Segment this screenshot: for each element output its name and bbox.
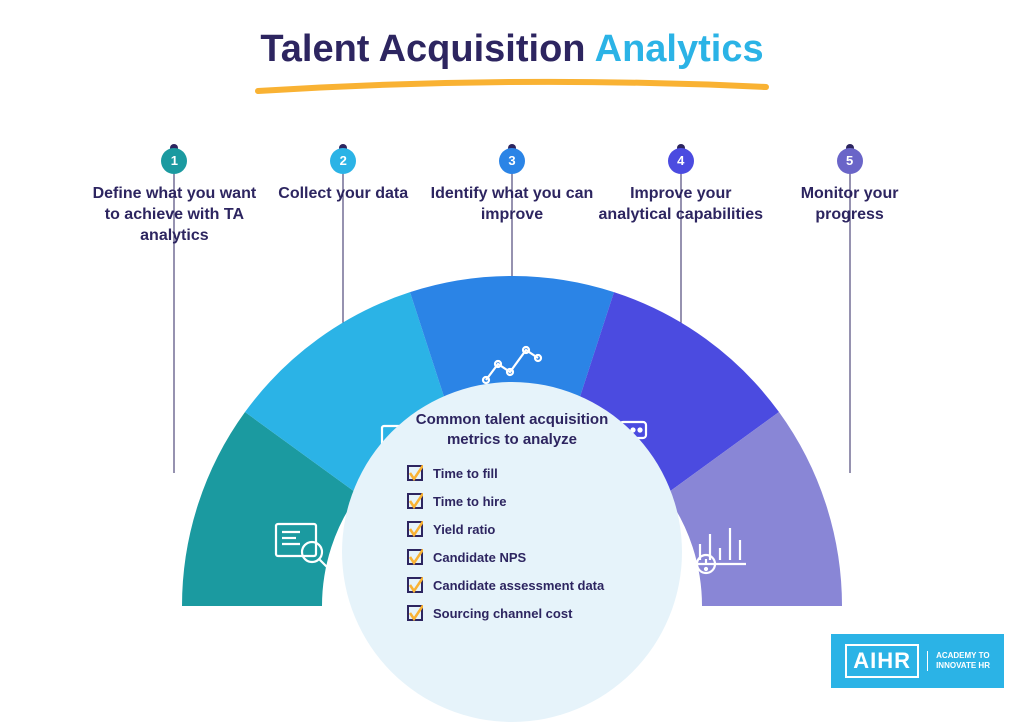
metric-item-3: Yield ratio (407, 521, 617, 537)
metric-item-5: Candidate assessment data (407, 577, 617, 593)
check-icon (407, 493, 423, 509)
logo-sub-line1: ACADEMY TO (936, 651, 990, 660)
step-5: 5 Monitor your progress (767, 148, 932, 246)
logo-sub: ACADEMY TO INNOVATE HR (927, 651, 990, 670)
metric-label: Candidate NPS (433, 550, 526, 565)
metrics-circle: Common talent acquisition metrics to ana… (342, 382, 682, 722)
step-4-badge: 4 (668, 148, 694, 174)
logo-sub-line2: INNOVATE HR (936, 661, 990, 670)
metric-label: Time to hire (433, 494, 506, 509)
step-3: 3 Identify what you can improve (429, 148, 594, 246)
metric-item-6: Sourcing channel cost (407, 605, 617, 621)
step-5-connector (849, 148, 850, 473)
check-icon (407, 605, 423, 621)
logo-main: AIHR (845, 644, 919, 678)
check-icon (407, 465, 423, 481)
step-4: 4 Improve your analytical capabilities (598, 148, 763, 246)
metric-item-2: Time to hire (407, 493, 617, 509)
metric-item-4: Candidate NPS (407, 549, 617, 565)
metric-label: Sourcing channel cost (433, 606, 572, 621)
metrics-list: Time to fill Time to hire Yield ratio Ca… (407, 465, 617, 621)
page-title: Talent Acquisition Analytics (0, 28, 1024, 71)
metric-label: Candidate assessment data (433, 578, 604, 593)
step-1: 1 Define what you want to achieve with T… (92, 148, 257, 246)
step-2: 2 Collect your data (261, 148, 426, 246)
step-3-badge: 3 (499, 148, 525, 174)
metric-label: Time to fill (433, 466, 498, 481)
step-1-connector (174, 148, 175, 473)
check-icon (407, 577, 423, 593)
title-main: Talent Acquisition (260, 28, 594, 70)
title-accent: Analytics (595, 28, 764, 70)
step-5-badge: 5 (837, 148, 863, 174)
metric-label: Yield ratio (433, 522, 495, 537)
check-icon (407, 549, 423, 565)
check-icon (407, 521, 423, 537)
step-1-badge: 1 (161, 148, 187, 174)
metrics-title: Common talent acquisition metrics to ana… (412, 410, 612, 449)
metric-item-1: Time to fill (407, 465, 617, 481)
title-underline (252, 77, 772, 97)
step-2-badge: 2 (330, 148, 356, 174)
steps-row: 1 Define what you want to achieve with T… (0, 148, 1024, 246)
